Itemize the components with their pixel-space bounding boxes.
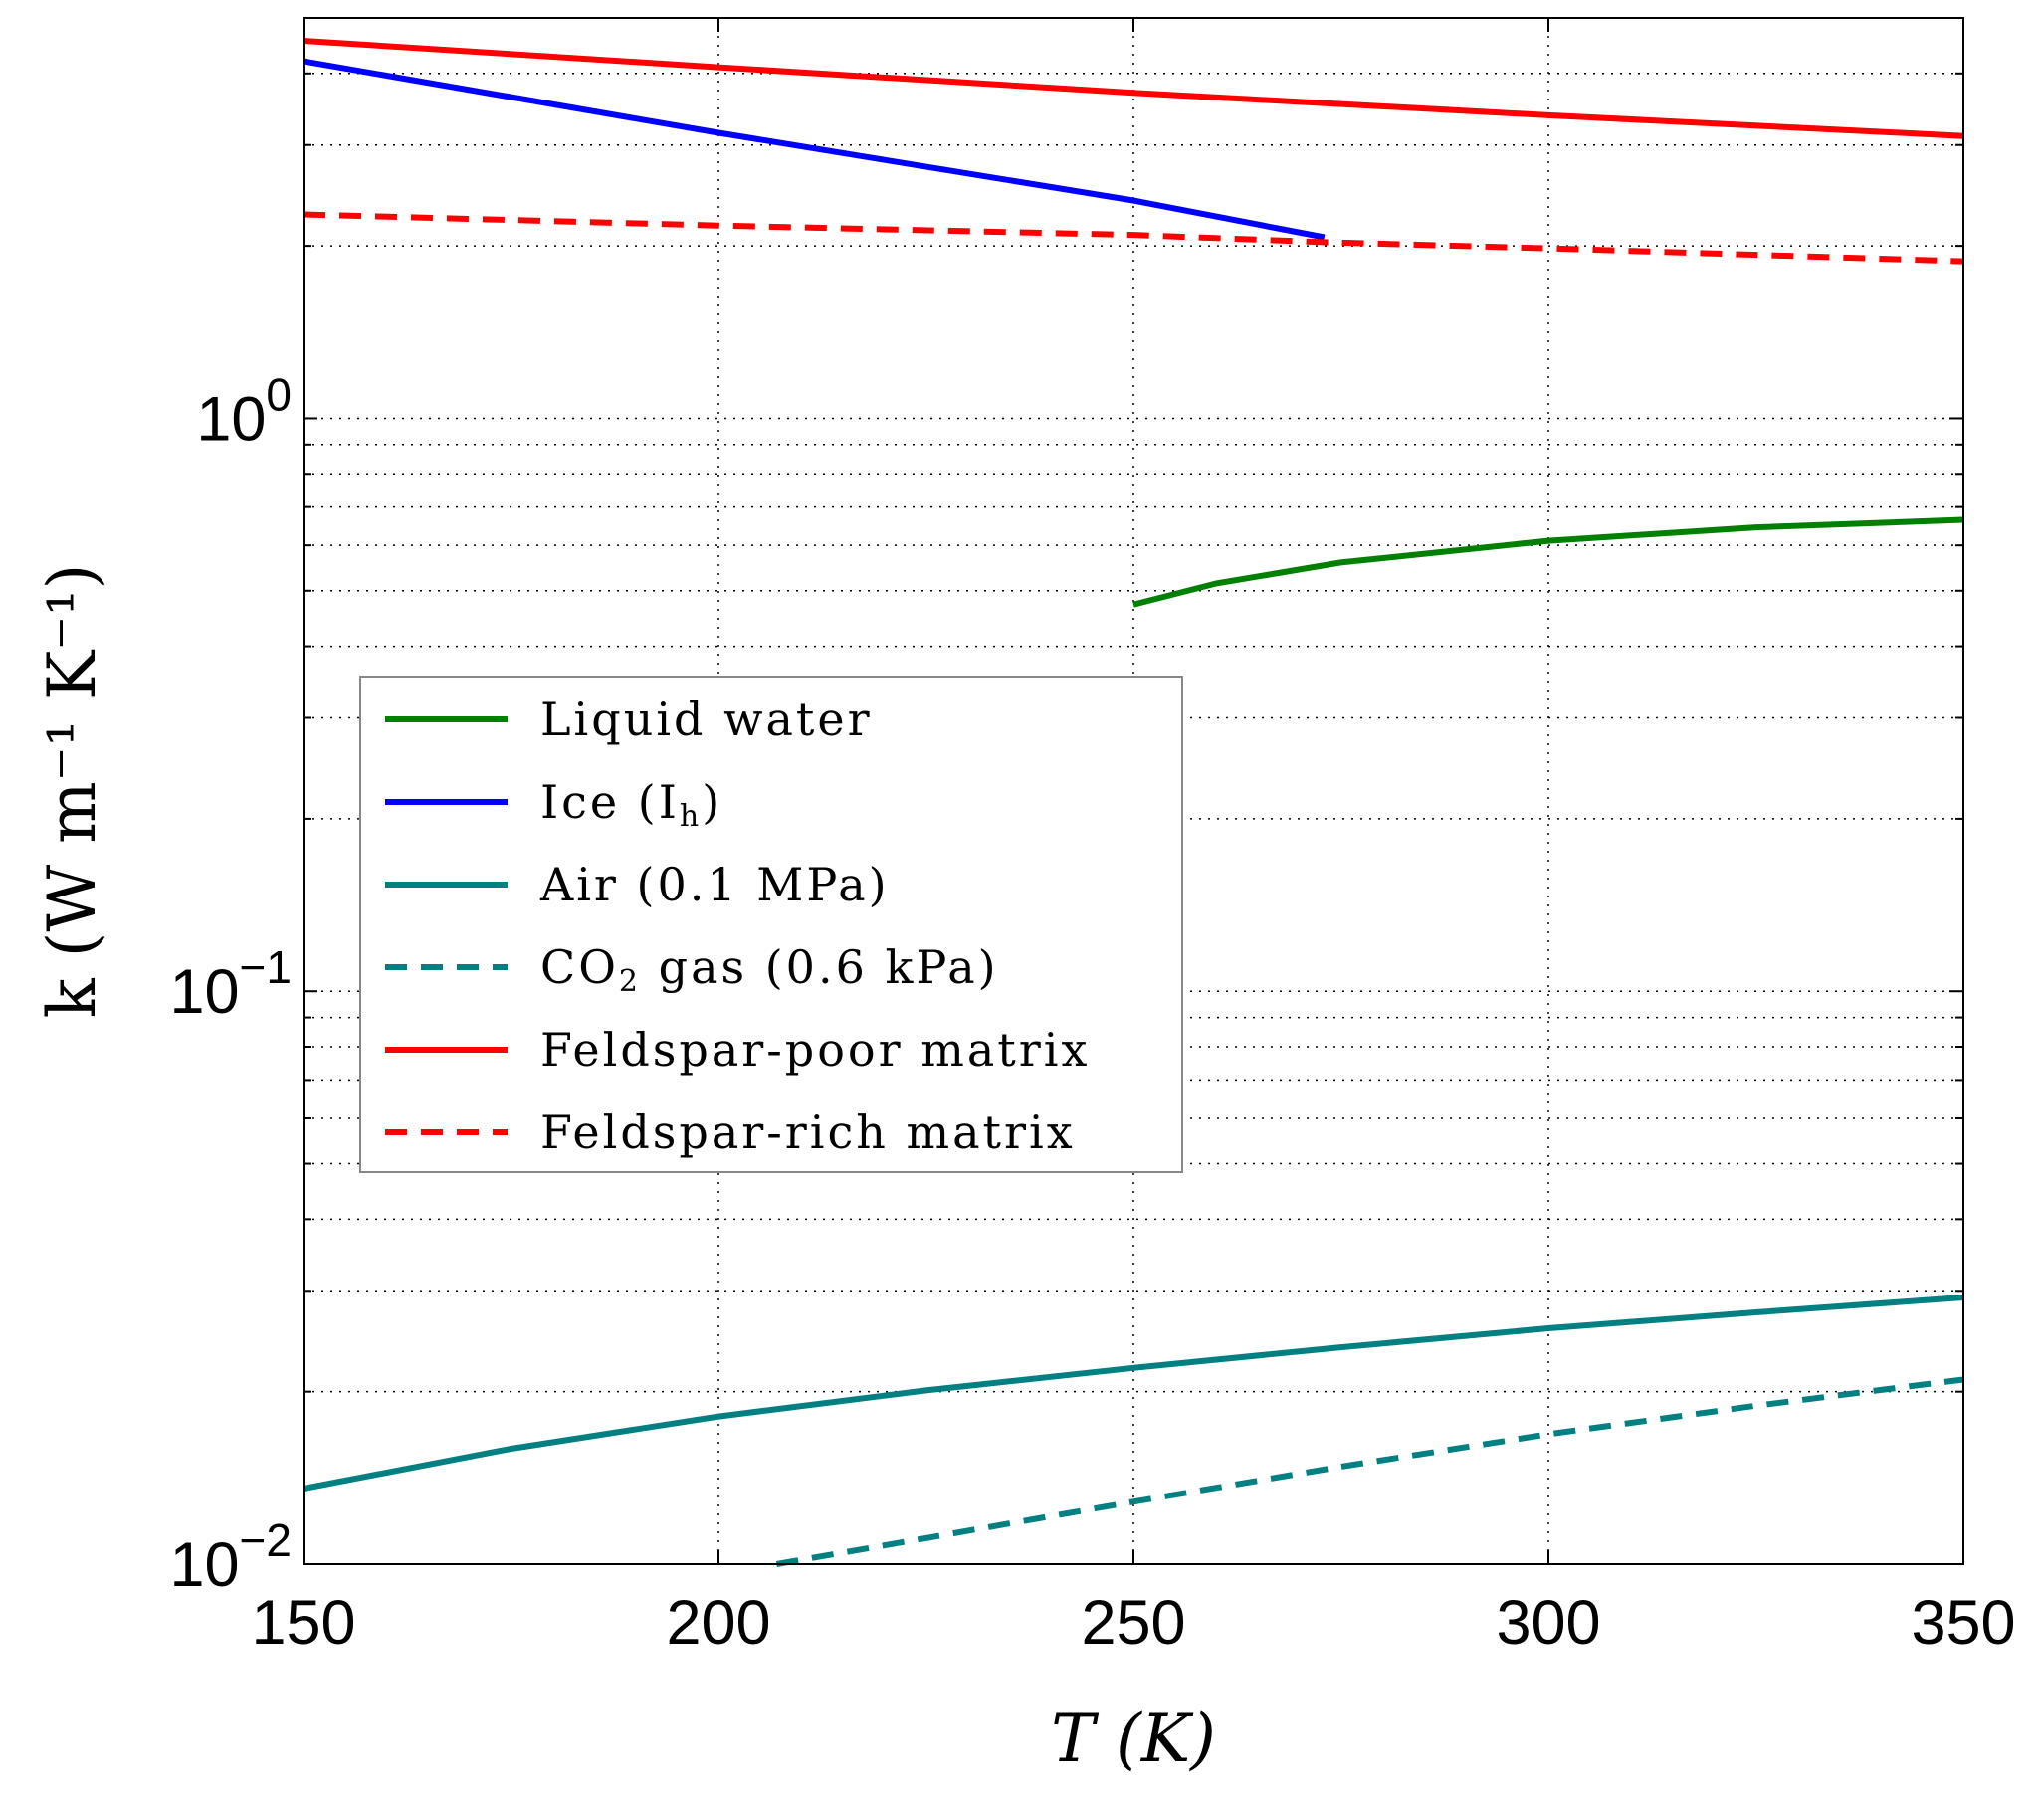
x-tick-label: 250: [1081, 1588, 1185, 1658]
legend: Liquid water Ice (Ih) Air (0.1 MPa) CO2 gas…: [359, 676, 1183, 1173]
legend-label: CO2 gas (0.6 kPa): [540, 940, 999, 999]
x-tick-label: 350: [1911, 1588, 2015, 1658]
series-line-4: [303, 38, 1964, 139]
x-axis-label: T (K): [1051, 1700, 1216, 1777]
x-tick-label: 300: [1496, 1588, 1600, 1658]
series-line-1: [303, 58, 1326, 241]
series-line-3: [775, 1376, 1964, 1567]
legend-box: [359, 676, 1183, 1173]
y-axis-label: k (W m⁻¹ K⁻¹): [34, 564, 110, 1019]
legend-label: Ice (Ih): [540, 775, 722, 834]
series-lines: [303, 38, 1964, 1567]
legend-label: Air (0.1 MPa): [539, 858, 890, 911]
x-tick-label: 150: [251, 1588, 355, 1658]
legend-label: Feldspar-rich matrix: [540, 1105, 1076, 1159]
series-line-0: [1132, 516, 1964, 608]
x-tick-label: 200: [666, 1588, 770, 1658]
y-tick-label: 100: [196, 368, 292, 454]
series-line-5: [303, 211, 1964, 265]
y-tick-label: 10−2: [169, 1514, 292, 1600]
y-tick-label: 10−1: [169, 941, 292, 1027]
legend-label: Feldspar-poor matrix: [540, 1023, 1090, 1077]
legend-label: Liquid water: [540, 693, 873, 746]
ticks: 150 200 250 300 350 10−2 10−1 100: [169, 17, 2016, 1658]
series-line-2: [303, 1295, 1964, 1492]
